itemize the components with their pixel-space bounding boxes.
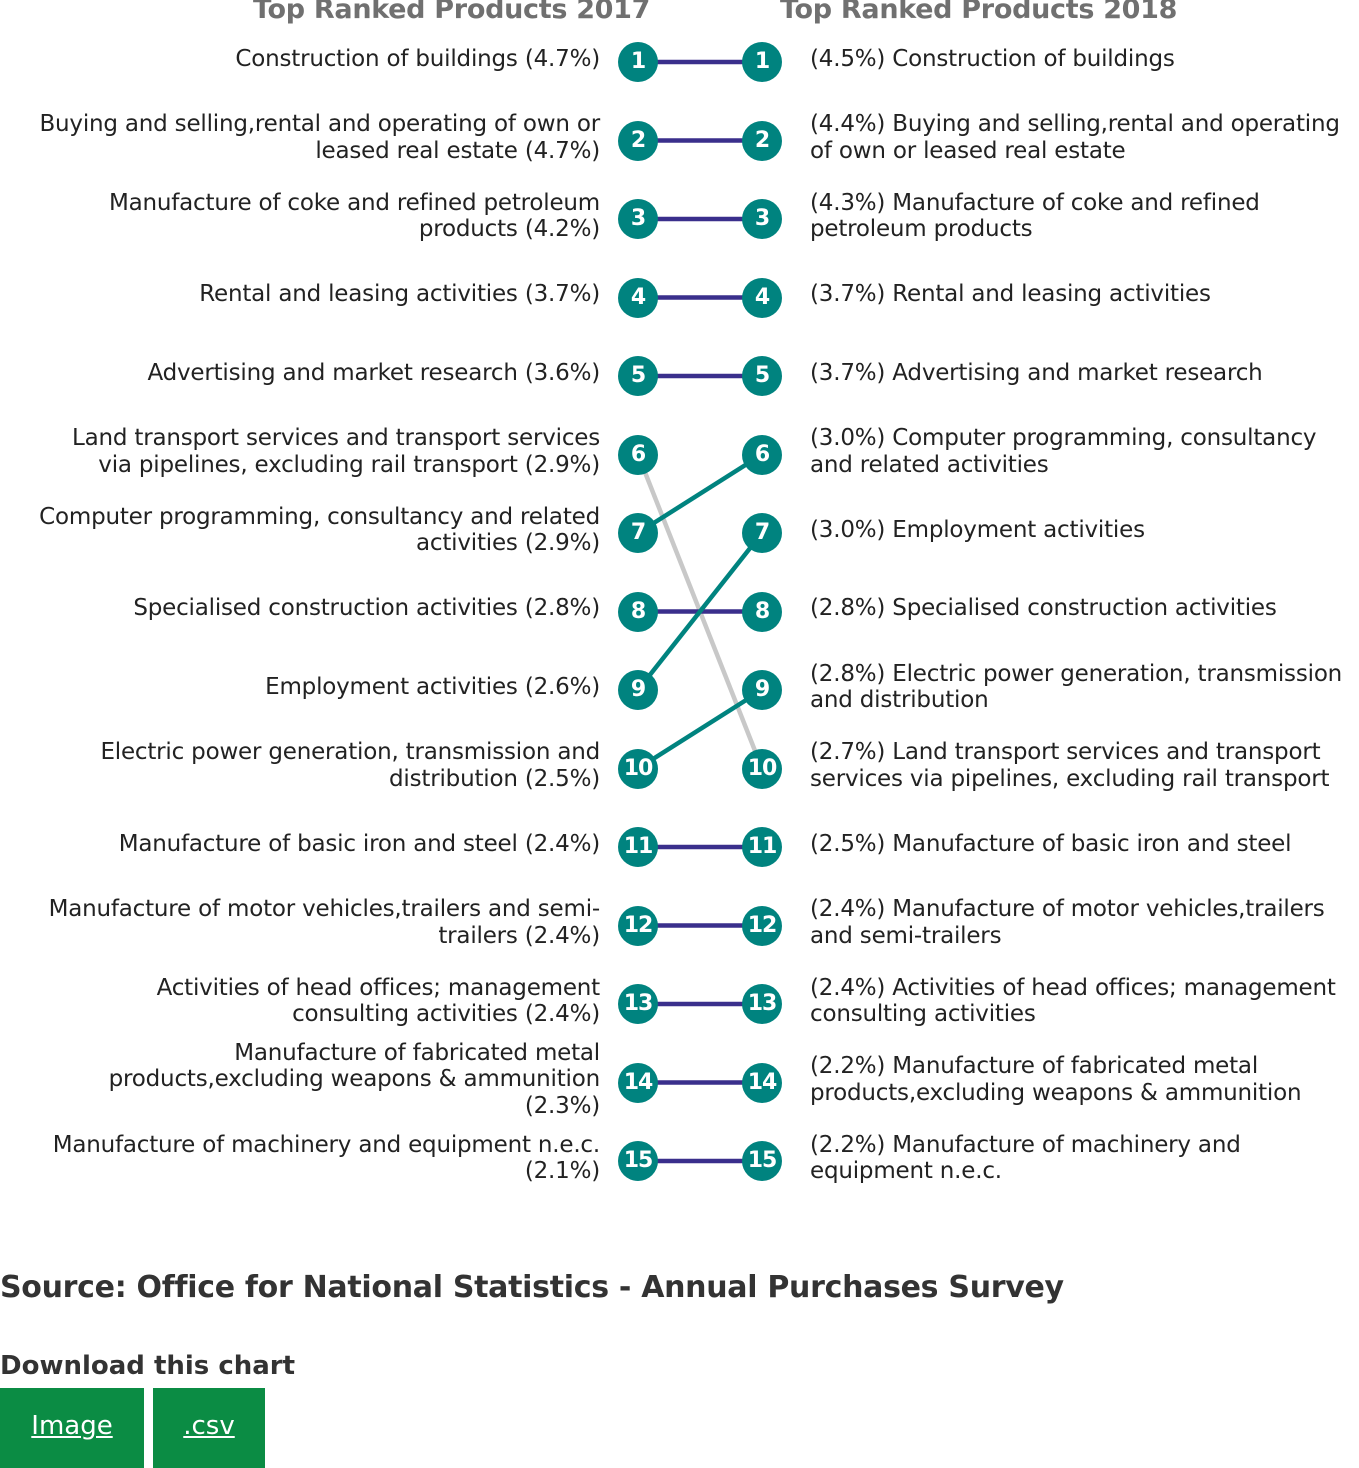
left-label-4: Rental and leasing activities (3.7%) (199, 281, 600, 307)
left-label-12: Manufacture of motor vehicles,trailers a… (48, 896, 601, 949)
left-label-1: Construction of buildings (4.7%) (235, 45, 600, 72)
left-rank-badge-9: 9 (618, 670, 658, 710)
left-rank-badge-11: 11 (618, 827, 658, 867)
right-rank-badge-3: 3 (742, 199, 782, 239)
left-rank-badge-12: 12 (618, 905, 658, 946)
left-rank-badge-5: 5 (618, 356, 658, 396)
right-rank-badge-10: 10 (742, 748, 782, 789)
left-label-2: Buying and selling,rental and operating … (39, 111, 600, 164)
right-label-13: (2.4%) Activities of head offices; manag… (810, 974, 1336, 1028)
download-image-button[interactable]: Image (0, 1388, 144, 1468)
right-rank-badge-4: 4 (742, 277, 782, 318)
right-column-title: Top Ranked Products 2018 (780, 0, 1178, 25)
left-rank-badge-13: 13 (618, 984, 658, 1024)
right-label-11: (2.5%) Manufacture of basic iron and ste… (810, 830, 1292, 857)
left-rank-badge-1: 1 (618, 42, 658, 82)
left-rank-badge-3: 3 (618, 199, 658, 239)
slope-chart: Top Ranked Products 2017 Top Ranked Prod… (39, 0, 1343, 1185)
source-note: Source: Office for National Statistics -… (0, 1270, 1064, 1305)
slope-line-9 (636, 531, 764, 692)
right-rank-badge-1: 1 (742, 42, 782, 82)
left-rank-badge-14: 14 (618, 1062, 658, 1103)
right-rank-badge-12: 12 (742, 905, 782, 946)
left-rank-badge-7: 7 (618, 513, 658, 553)
right-rank-badge-11: 11 (742, 827, 782, 867)
left-label-13: Activities of head offices; management c… (156, 974, 601, 1028)
right-rank-badge-9: 9 (742, 670, 782, 710)
left-column-title: Top Ranked Products 2017 (253, 0, 651, 25)
right-label-12: (2.4%) Manufacture of motor vehicles,tra… (810, 896, 1325, 949)
left-label-6: Land transport services and transport se… (72, 425, 600, 478)
left-rank-badge-2: 2 (618, 120, 658, 161)
left-rank-badge-8: 8 (618, 591, 658, 632)
right-label-1: (4.5%) Construction of buildings (810, 45, 1175, 72)
left-rank-badge-4: 4 (618, 277, 658, 318)
left-rank-badge-6: 6 (618, 434, 658, 475)
left-label-5: Advertising and market research (3.6%) (147, 359, 600, 386)
right-label-3: (4.3%) Manufacture of coke and refined p… (810, 189, 1260, 243)
right-label-10: (2.7%) Land transport services and trans… (810, 739, 1330, 792)
right-label-5: (3.7%) Advertising and market research (810, 359, 1263, 386)
slope-line-10 (636, 688, 764, 771)
slope-lines (635, 59, 765, 1164)
left-label-3: Manufacture of coke and refined petroleu… (108, 189, 600, 243)
right-rank-badge-14: 14 (742, 1062, 782, 1103)
right-label-15: (2.2%) Manufacture of machinery and equi… (810, 1131, 1241, 1185)
right-label-9: (2.8%) Electric power generation, transm… (810, 660, 1343, 714)
right-rank-badge-13: 13 (742, 984, 782, 1024)
download-heading: Download this chart (0, 1351, 296, 1381)
right-rank-badge-7: 7 (742, 513, 782, 553)
right-label-14: (2.2%) Manufacture of fabricated metal p… (810, 1053, 1302, 1106)
left-label-9: Employment activities (2.6%) (265, 673, 600, 700)
right-label-7: (3.0%) Employment activities (810, 516, 1145, 543)
right-rank-badge-5: 5 (742, 356, 782, 396)
slope-line-7 (636, 452, 764, 535)
left-label-11: Manufacture of basic iron and steel (2.4… (118, 830, 601, 857)
left-label-8: Specialised construction activities (2.8… (133, 595, 600, 621)
right-label-2: (4.4%) Buying and selling,rental and ope… (810, 111, 1340, 164)
download-csv-button[interactable]: .csv (153, 1388, 265, 1468)
left-label-15: Manufacture of machinery and equipment n… (52, 1131, 601, 1185)
left-label-7: Computer programming, consultancy and re… (39, 503, 600, 557)
right-rank-badge-8: 8 (742, 591, 782, 632)
right-rank-badge-2: 2 (742, 120, 782, 161)
right-rank-badge-6: 6 (742, 434, 782, 475)
left-label-10: Electric power generation, transmission … (100, 739, 600, 792)
right-rank-badge-15: 15 (742, 1141, 782, 1181)
right-label-8: (2.8%) Specialised construction activiti… (810, 595, 1277, 621)
right-label-4: (3.7%) Rental and leasing activities (810, 281, 1211, 307)
right-label-6: (3.0%) Computer programming, consultancy… (810, 425, 1317, 478)
left-label-14: Manufacture of fabricated metal products… (108, 1039, 601, 1119)
left-rank-badge-15: 15 (618, 1141, 658, 1181)
left-rank-badge-10: 10 (618, 748, 658, 789)
